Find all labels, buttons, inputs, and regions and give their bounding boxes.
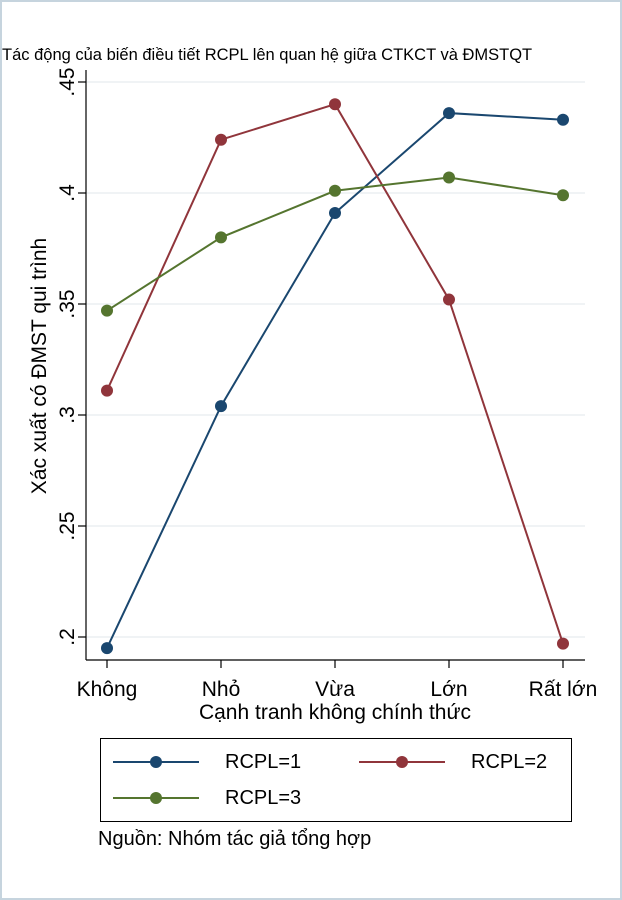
- legend-item-rcpl-1: RCPL=1: [113, 749, 301, 775]
- legend-label-rcpl-2: RCPL=2: [471, 750, 548, 773]
- data-point-rcpl-1: [443, 107, 455, 120]
- y-tick-label: .25: [56, 511, 79, 540]
- data-point-rcpl-3: [101, 304, 113, 317]
- data-point-rcpl-3: [329, 184, 341, 197]
- x-tick-label: Rất lớn: [529, 678, 598, 701]
- data-point-rcpl-3: [557, 189, 569, 202]
- x-tick-label: Không: [77, 678, 138, 701]
- data-point-rcpl-3: [443, 171, 455, 184]
- legend-item-rcpl-2: RCPL=2: [359, 749, 547, 775]
- legend-key-rcpl-1: [113, 756, 199, 768]
- y-tick-label: .35: [56, 289, 79, 318]
- source-note: Nguồn: Nhóm tác giả tổng hợp: [98, 828, 372, 850]
- data-point-rcpl-2: [329, 98, 341, 111]
- y-axis-label: Xác xuất có ĐMST qui trình: [28, 238, 51, 494]
- x-tick-label: Nhỏ: [202, 678, 241, 701]
- y-tick-label: .45: [56, 67, 79, 96]
- data-point-rcpl-1: [101, 642, 113, 655]
- data-point-rcpl-1: [329, 206, 341, 219]
- x-tick-label: Vừa: [315, 678, 355, 701]
- data-point-rcpl-2: [101, 384, 113, 397]
- legend-item-rcpl-3: RCPL=3: [113, 785, 301, 811]
- y-tick-label: .4: [56, 184, 79, 202]
- x-axis-label: Cạnh tranh không chính thức: [199, 701, 471, 724]
- chart-title: Tác động của biến điều tiết RCPL lên qua…: [2, 46, 532, 64]
- data-point-rcpl-2: [215, 133, 227, 146]
- legend-key-rcpl-2: [359, 756, 445, 768]
- data-point-rcpl-1: [215, 400, 227, 413]
- x-tick-label: Lớn: [430, 678, 467, 701]
- legend: RCPL=1 RCPL=2 RCPL=3: [100, 738, 572, 822]
- plot-area: [86, 70, 585, 660]
- y-tick-label: .3: [56, 406, 79, 424]
- data-point-rcpl-3: [215, 231, 227, 244]
- data-point-rcpl-2: [443, 293, 455, 306]
- data-point-rcpl-1: [557, 113, 569, 126]
- y-tick-label: .2: [56, 628, 79, 646]
- legend-label-rcpl-1: RCPL=1: [225, 750, 302, 773]
- data-point-rcpl-2: [557, 637, 569, 650]
- legend-key-rcpl-3: [113, 792, 199, 804]
- legend-label-rcpl-3: RCPL=3: [225, 786, 302, 809]
